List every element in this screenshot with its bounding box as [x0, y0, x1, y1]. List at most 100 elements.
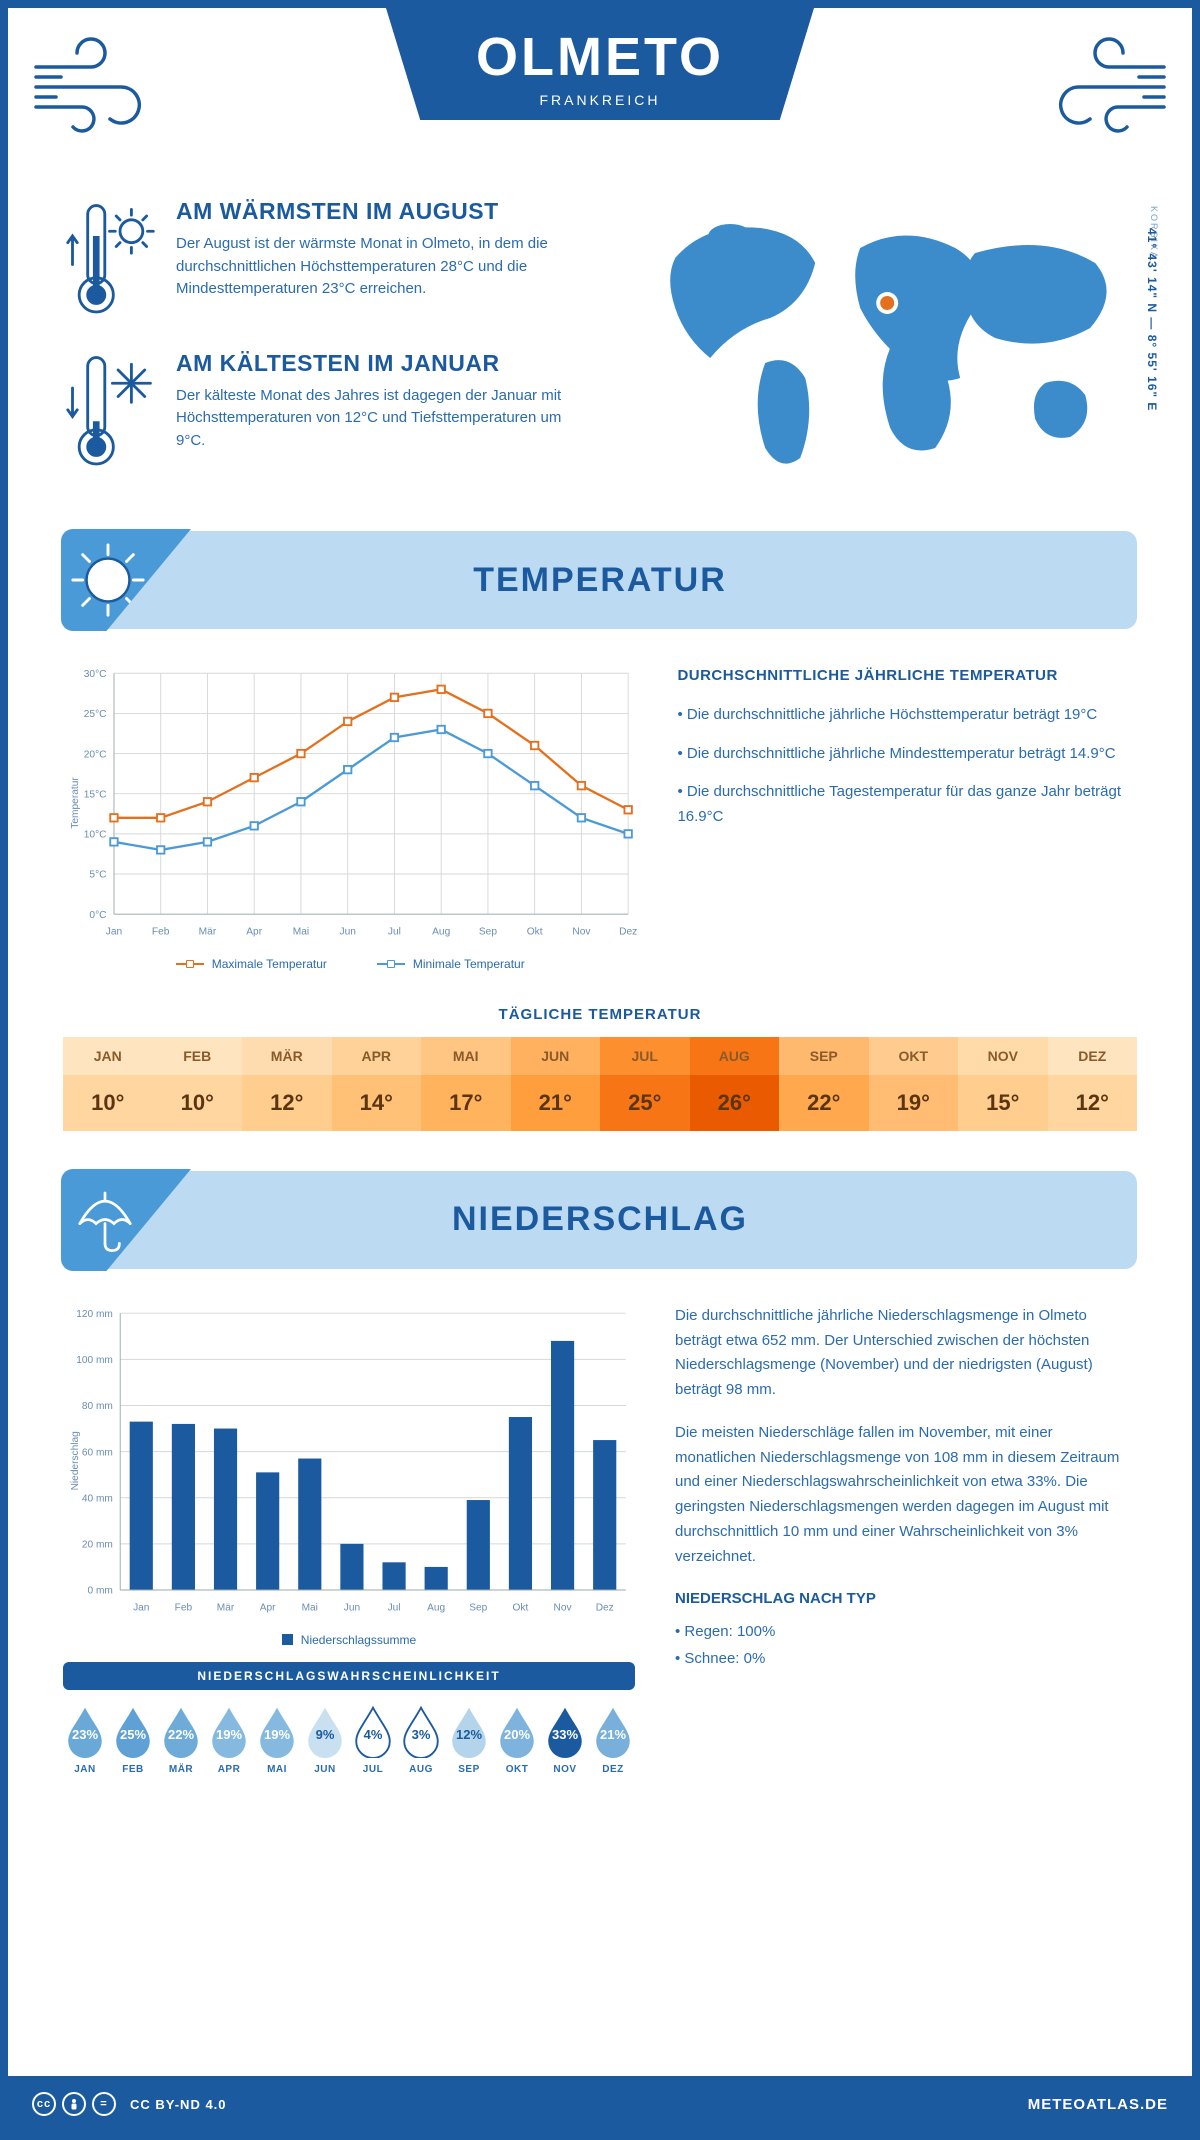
svg-text:Mär: Mär	[217, 1602, 235, 1613]
title-banner: OLMETO FRANKREICH	[386, 8, 814, 120]
precip-p2: Die meisten Niederschläge fallen im Nove…	[675, 1421, 1137, 1570]
precip-p1: Die durchschnittliche jährliche Niedersc…	[675, 1304, 1137, 1403]
sun-icon	[69, 541, 147, 619]
svg-text:Jun: Jun	[344, 1602, 360, 1613]
svg-text:20°C: 20°C	[84, 749, 107, 760]
probability-drop: 19%APR	[207, 1704, 251, 1775]
probability-drop: 12%SEP	[447, 1704, 491, 1775]
svg-text:Okt: Okt	[527, 927, 543, 938]
probability-drop: 20%OKT	[495, 1704, 539, 1775]
world-map	[633, 198, 1137, 478]
cc-icon: cc	[32, 2092, 56, 2116]
svg-text:Niederschlag: Niederschlag	[70, 1431, 81, 1490]
svg-text:Dez: Dez	[619, 927, 637, 938]
legend-min: .legend-item:nth-child(2) .legend-swatch…	[377, 957, 525, 971]
daily-temp-cell: AUG26°	[690, 1037, 780, 1131]
daily-temp-cell: OKT19°	[869, 1037, 959, 1131]
header: OLMETO FRANKREICH	[8, 8, 1192, 188]
probability-title: NIEDERSCHLAGSWAHRSCHEINLICHKEIT	[63, 1662, 635, 1690]
probability-drop: 3%AUG	[399, 1704, 443, 1775]
daily-temp-cell: APR14°	[332, 1037, 422, 1131]
svg-text:Mai: Mai	[293, 927, 309, 938]
svg-text:Jan: Jan	[106, 927, 122, 938]
precip-type-1: • Regen: 100%	[675, 1620, 1137, 1645]
svg-text:Feb: Feb	[175, 1602, 193, 1613]
svg-text:120 mm: 120 mm	[76, 1309, 113, 1320]
svg-text:0 mm: 0 mm	[88, 1586, 113, 1597]
section-bar-precipitation: NIEDERSCHLAG	[63, 1171, 1137, 1269]
daily-temp-title: TÄGLICHE TEMPERATUR	[8, 1006, 1192, 1023]
coldest-body: Der kälteste Monat des Jahres ist dagege…	[176, 385, 593, 453]
section-title-temperature: TEMPERATUR	[473, 561, 727, 600]
probability-drops: 23%JAN25%FEB22%MÄR19%APR19%MAI9%JUN4%JUL…	[63, 1704, 635, 1775]
daily-temp-cell: FEB10°	[153, 1037, 243, 1131]
temperature-line-chart: 0°C5°C10°C15°C20°C25°C30°CJanFebMärAprMa…	[63, 664, 637, 971]
svg-text:Mär: Mär	[199, 927, 217, 938]
city-title: OLMETO	[476, 26, 724, 88]
thermometer-cold-icon	[63, 350, 158, 474]
country-subtitle: FRANKREICH	[476, 92, 724, 108]
section-title-precipitation: NIEDERSCHLAG	[452, 1200, 748, 1239]
temp-text-b2: • Die durchschnittliche jährliche Mindes…	[677, 742, 1137, 767]
svg-text:Aug: Aug	[432, 927, 450, 938]
warmest-fact: AM WÄRMSTEN IM AUGUST Der August ist der…	[63, 198, 593, 322]
daily-temp-cell: DEZ12°	[1048, 1037, 1138, 1131]
svg-text:Dez: Dez	[596, 1602, 614, 1613]
daily-temp-cell: MAI17°	[421, 1037, 511, 1131]
wind-icon-left	[26, 32, 186, 142]
temp-text-b3: • Die durchschnittliche Tagestemperatur …	[677, 780, 1137, 830]
site-name: METEOATLAS.DE	[1028, 2096, 1168, 2113]
svg-text:Jul: Jul	[388, 1602, 401, 1613]
daily-temp-cell: MÄR12°	[242, 1037, 332, 1131]
temp-text-b1: • Die durchschnittliche jährliche Höchst…	[677, 703, 1137, 728]
warmest-body: Der August ist der wärmste Monat in Olme…	[176, 233, 593, 301]
probability-drop: 23%JAN	[63, 1704, 107, 1775]
coordinates: 41° 43' 14" N — 8° 55' 16" E	[1145, 228, 1159, 411]
svg-text:Temperatur: Temperatur	[70, 777, 81, 829]
daily-temp-cell: JUN21°	[511, 1037, 601, 1131]
svg-text:Aug: Aug	[427, 1602, 445, 1613]
daily-temp-cell: JUL25°	[600, 1037, 690, 1131]
footer: cc = CC BY-ND 4.0 METEOATLAS.DE	[8, 2076, 1192, 2132]
probability-drop: 21%DEZ	[591, 1704, 635, 1775]
by-icon	[62, 2092, 86, 2116]
daily-temperature-strip: JAN10°FEB10°MÄR12°APR14°MAI17°JUN21°JUL2…	[63, 1037, 1137, 1131]
svg-text:Okt: Okt	[513, 1602, 529, 1613]
svg-text:Apr: Apr	[246, 927, 262, 938]
svg-text:Apr: Apr	[260, 1602, 276, 1613]
probability-drop: 22%MÄR	[159, 1704, 203, 1775]
legend-precip: Niederschlagssumme	[282, 1633, 416, 1647]
svg-text:100 mm: 100 mm	[76, 1355, 113, 1366]
daily-temp-cell: NOV15°	[958, 1037, 1048, 1131]
temp-text-title: DURCHSCHNITTLICHE JÄHRLICHE TEMPERATUR	[677, 664, 1137, 689]
svg-text:Mai: Mai	[302, 1602, 318, 1613]
svg-text:20 mm: 20 mm	[82, 1540, 113, 1551]
probability-drop: 9%JUN	[303, 1704, 347, 1775]
daily-temp-cell: SEP22°	[779, 1037, 869, 1131]
cc-icons: cc =	[32, 2092, 116, 2116]
svg-text:Nov: Nov	[572, 927, 591, 938]
probability-drop: 33%NOV	[543, 1704, 587, 1775]
svg-text:15°C: 15°C	[84, 789, 107, 800]
svg-text:30°C: 30°C	[84, 669, 107, 680]
license-text: CC BY-ND 4.0	[130, 2097, 227, 2112]
coldest-fact: AM KÄLTESTEN IM JANUAR Der kälteste Mona…	[63, 350, 593, 474]
daily-temp-cell: JAN10°	[63, 1037, 153, 1131]
svg-text:Jan: Jan	[133, 1602, 149, 1613]
svg-text:0°C: 0°C	[89, 910, 106, 921]
svg-text:60 mm: 60 mm	[82, 1447, 113, 1458]
svg-text:40 mm: 40 mm	[82, 1493, 113, 1504]
svg-text:25°C: 25°C	[84, 709, 107, 720]
svg-text:Jun: Jun	[339, 927, 355, 938]
probability-drop: 25%FEB	[111, 1704, 155, 1775]
precip-type-title: NIEDERSCHLAG NACH TYP	[675, 1587, 1137, 1612]
probability-drop: 19%MAI	[255, 1704, 299, 1775]
precipitation-bar-chart: 0 mm 20 mm 40 mm 60 mm 80 mm 100 mm 120 mm Nied…	[63, 1304, 635, 1775]
svg-text:5°C: 5°C	[89, 870, 106, 881]
warmest-title: AM WÄRMSTEN IM AUGUST	[176, 198, 593, 225]
nd-icon: =	[92, 2092, 116, 2116]
wind-icon-right	[1014, 32, 1174, 142]
svg-text:80 mm: 80 mm	[82, 1401, 113, 1412]
svg-text:10°C: 10°C	[84, 830, 107, 841]
svg-text:Sep: Sep	[479, 927, 497, 938]
